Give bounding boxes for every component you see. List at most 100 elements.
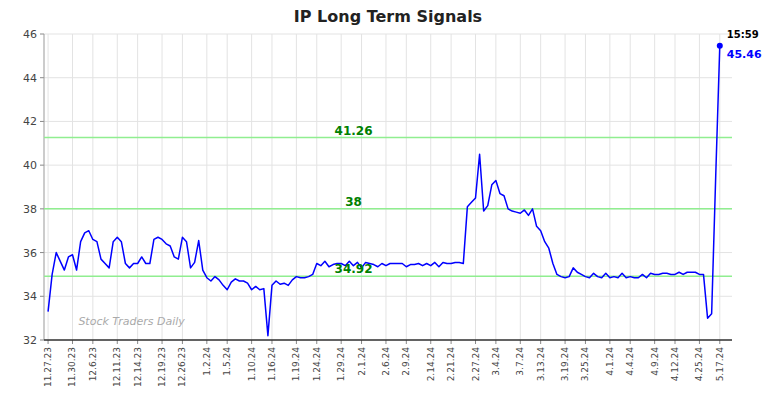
x-tick-label: 12.11.23 [112,347,122,387]
hline-label: 38 [345,195,362,209]
y-tick-label: 44 [23,72,37,85]
y-tick-label: 34 [23,290,37,303]
x-tick-label: 12.19.23 [157,347,167,387]
x-grid-line [699,34,700,340]
watermark: Stock Traders Daily [78,315,185,328]
y-tick [40,208,44,209]
y-tick-label: 46 [23,28,37,41]
x-tick-label: 3.4.24 [491,347,501,376]
x-grid-line [341,34,342,340]
y-axis-line [44,34,45,340]
x-tick-label: 4.9.24 [650,347,660,376]
x-tick-label: 2.14.24 [426,347,436,382]
y-grid-line [44,77,732,78]
x-tick-label: 1.2.24 [202,347,212,376]
x-tick-label: 12.14.23 [133,347,143,387]
y-tick-label: 38 [23,203,37,216]
axes: 32 34 36 38 40 42 44 46 11.27.23 11.30.23 12.6.23 1… [23,28,732,387]
x-tick-label: 2.21.24 [446,347,456,382]
x-grid-line [520,34,521,340]
x-tick-label: 1.19.24 [291,347,301,382]
x-grid-line [540,34,541,340]
x-grid-line [630,34,631,340]
last-point [717,43,723,49]
y-grid-line [44,340,732,341]
y-tick [40,121,44,122]
x-grid-line [92,34,93,340]
hline [44,137,732,139]
annotation-price: 45.46 [727,48,762,61]
hlines [44,138,732,277]
title: IP Long Term Signals [294,7,482,26]
x-tick-label: 1.16.24 [267,347,277,382]
x-grid-line [137,34,138,340]
x-tick-label: 4.12.24 [670,347,680,382]
x-grid-line [585,34,586,340]
x-tick-label: 3.7.24 [515,347,525,376]
x-tick-label: 2.9.24 [401,347,411,376]
x-tick-label: 5.17.24 [715,347,725,382]
y-grid-line [44,34,732,35]
x-tick-label: 3.19.24 [560,347,570,382]
x-grid-line [406,34,407,340]
x-tick-label: 4.25.24 [694,347,704,382]
y-tick-label: 42 [23,115,37,128]
x-grid-line [675,34,676,340]
hline-labels: 41.26 38 34.92 [335,124,373,277]
x-tick-label: 12.26.23 [177,347,187,387]
x-grid-line [251,34,252,340]
x-tick-label: 3.25.24 [580,347,590,382]
x-tick-label: 11.30.23 [67,347,77,387]
x-grid-line [206,34,207,340]
x-grid-line [495,34,496,340]
x-tick-label: 12.6.23 [88,347,98,381]
y-grid-line [44,165,732,166]
y-grid-line [44,296,732,297]
x-grid-line [430,34,431,340]
x-grid-line [162,34,163,340]
y-grid-line [44,252,732,253]
x-grid-line [227,34,228,340]
y-tick-label: 40 [23,159,37,172]
x-grid-line [72,34,73,340]
y-tick-label: 36 [23,247,37,260]
hline-label: 34.92 [335,262,373,276]
y-tick [40,77,44,78]
x-tick-label: 1.5.24 [222,347,232,376]
x-grid-line [117,34,118,340]
x-tick-label: 2.1.24 [357,347,367,376]
y-tick-label: 32 [23,334,37,347]
x-grid-line [565,34,566,340]
x-grid-line [316,34,317,340]
x-tick-label: 4.1.24 [605,347,615,376]
grid [44,34,732,340]
x-tick-label: 1.29.24 [336,347,346,382]
annotation-time: 15:59 [727,29,759,40]
hline [44,208,732,210]
y-tick [40,165,44,166]
x-grid-line [654,34,655,340]
x-grid-line [296,34,297,340]
y-tick [40,296,44,297]
x-tick-label: 1.10.24 [247,347,257,382]
y-grid-line [44,121,732,122]
x-tick-label: 1.24.24 [312,347,322,382]
x-grid-line [385,34,386,340]
y-grid-line [44,208,732,209]
x-grid-line [48,34,49,340]
x-tick-label: 2.27.24 [471,347,481,382]
x-grid-line [182,34,183,340]
y-tick [40,252,44,253]
y-tick [40,34,44,35]
x-grid-line [361,34,362,340]
price-line [48,46,720,336]
x-tick-label: 4.4.24 [625,347,635,376]
y-tick [40,340,44,341]
series [48,43,723,336]
x-axis-line [44,339,732,341]
x-tick-label: 11.27.23 [43,347,53,387]
hline-label: 41.26 [335,124,373,138]
chart: IP Long Term Signals 32 34 36 38 40 42 44 46 11.2… [0,0,784,398]
x-grid-line [451,34,452,340]
x-tick-label: 2.6.24 [381,347,391,376]
